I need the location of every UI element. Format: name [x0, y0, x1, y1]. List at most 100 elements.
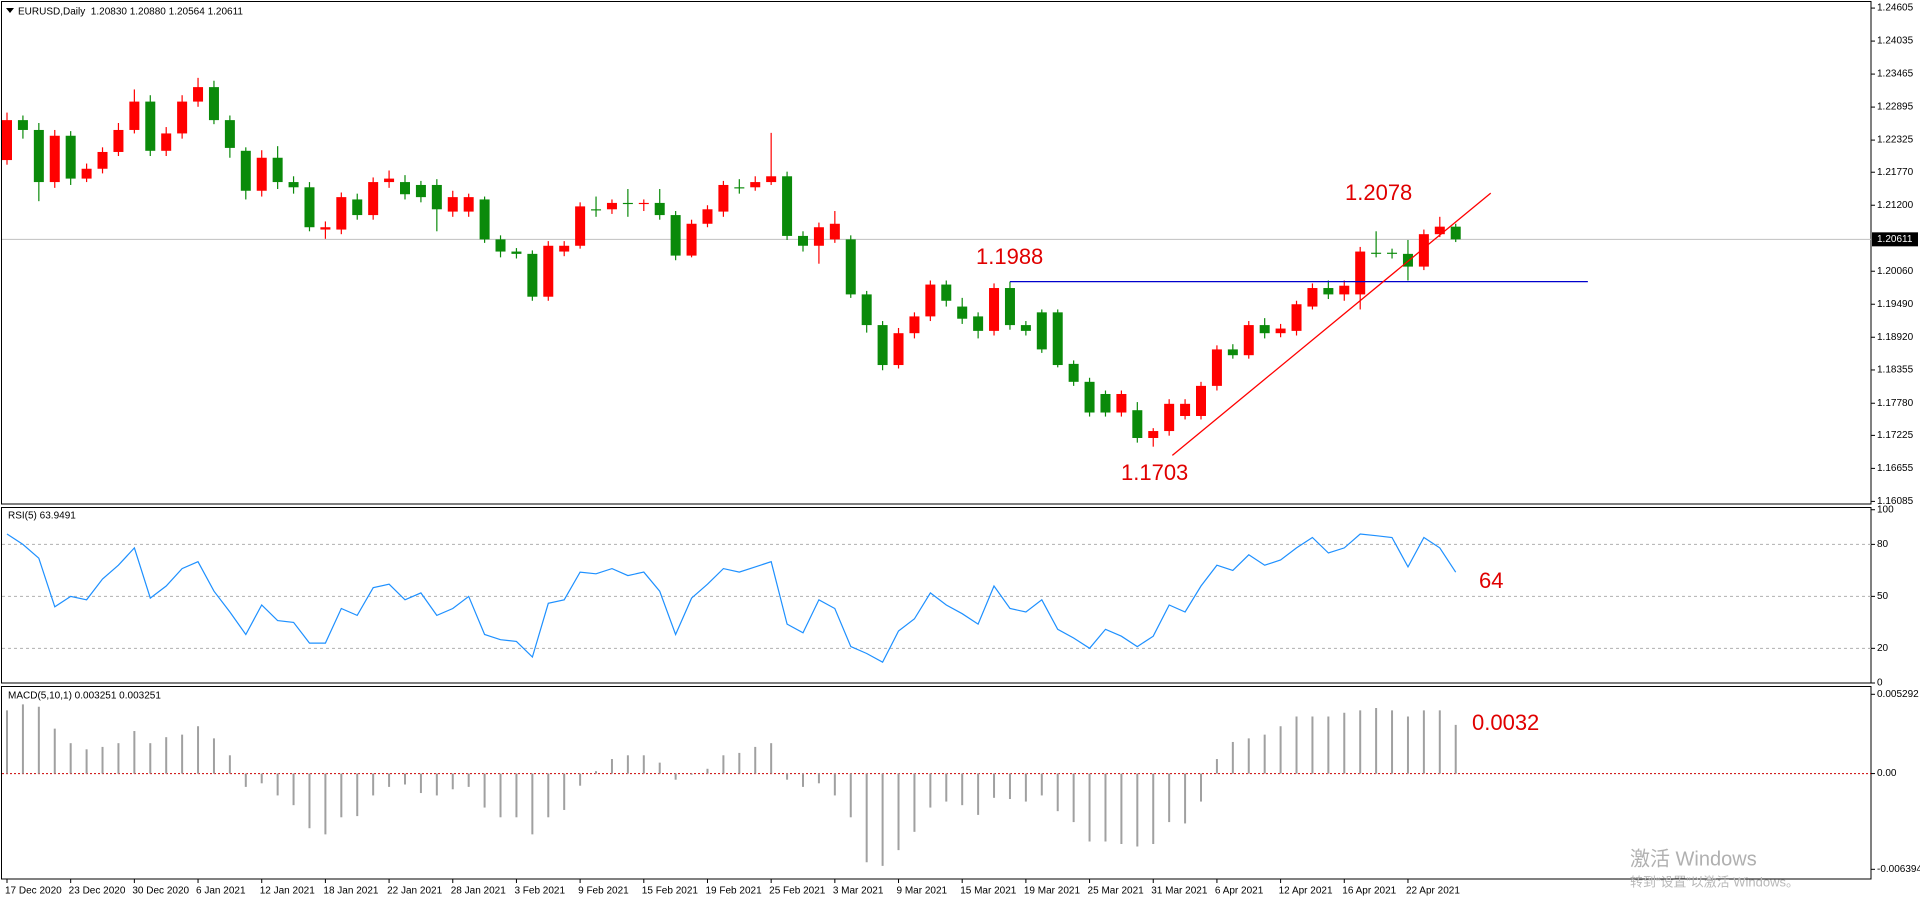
- y-tick-label: 80: [1877, 539, 1889, 550]
- main-title: EURUSD,Daily 1.20830 1.20880 1.20564 1.2…: [18, 7, 243, 18]
- candle-body: [1068, 363, 1079, 382]
- candle-body: [97, 151, 108, 169]
- x-tick-label: 25 Mar 2021: [1088, 886, 1145, 897]
- y-tick-label: 1.22895: [1877, 102, 1914, 113]
- x-tick-label: 23 Dec 2020: [69, 886, 126, 897]
- x-tick-label: 3 Mar 2021: [833, 886, 884, 897]
- candle-body: [638, 202, 649, 205]
- candle-body: [81, 168, 92, 179]
- x-tick-label: 30 Dec 2020: [132, 886, 189, 897]
- candle-body: [240, 150, 251, 191]
- candle-body: [543, 245, 554, 297]
- candle-body: [941, 284, 952, 301]
- candle-body: [798, 235, 808, 246]
- x-tick-label: 18 Jan 2021: [323, 886, 378, 897]
- macd-title: MACD(5,10,1) 0.003251 0.003251: [8, 691, 161, 702]
- rsi-title: RSI(5) 63.9491: [8, 511, 76, 522]
- candle-body: [1323, 288, 1334, 295]
- y-tick-label: 1.16655: [1877, 463, 1914, 474]
- candle-body: [336, 197, 347, 230]
- watermark: 转到“设置”以激活 Windows。: [1630, 874, 1799, 889]
- candle-body: [495, 239, 506, 252]
- last-price-tag: [1872, 232, 1918, 247]
- candle-body: [622, 202, 633, 205]
- main-pane-frame: [1, 1, 1872, 505]
- x-tick-label: 9 Mar 2021: [897, 886, 948, 897]
- candle-body: [877, 325, 888, 366]
- candle-body: [384, 178, 395, 183]
- y-tick-label: 1.17780: [1877, 398, 1914, 409]
- candle-body: [272, 157, 283, 183]
- x-tick-label: 31 Mar 2021: [1151, 886, 1208, 897]
- y-tick-label: 1.22325: [1877, 135, 1914, 146]
- x-tick-label: 28 Jan 2021: [451, 886, 506, 897]
- candle-body: [1275, 328, 1286, 334]
- candle-body: [1402, 253, 1413, 267]
- annotation: 64: [1479, 568, 1503, 593]
- candle-body: [17, 120, 28, 130]
- candle-body: [893, 333, 904, 366]
- macd-pane-frame: [1, 686, 1872, 880]
- candle-body: [829, 223, 840, 240]
- candle-body: [431, 184, 442, 210]
- y-tick-label: 1.21200: [1877, 200, 1914, 211]
- x-tick-label: 25 Feb 2021: [769, 886, 826, 897]
- y-tick-label: 1.20060: [1877, 266, 1914, 277]
- y-tick-label: 1.23465: [1877, 69, 1914, 80]
- candle-body: [224, 120, 235, 148]
- candle-body: [1100, 393, 1111, 413]
- candle-body: [33, 129, 44, 183]
- candle-body: [352, 199, 363, 216]
- x-tick-label: 22 Jan 2021: [387, 886, 442, 897]
- candle-body: [1227, 349, 1238, 356]
- candle-body: [1450, 226, 1461, 240]
- y-tick-label: 1.17225: [1877, 430, 1914, 441]
- candle-body: [65, 135, 76, 179]
- annotation: 1.1988: [976, 244, 1043, 269]
- candle-body: [1132, 410, 1143, 438]
- candle-body: [957, 306, 968, 319]
- candle-body: [1004, 288, 1015, 326]
- watermark: 激活 Windows: [1630, 847, 1757, 870]
- candle-body: [1036, 312, 1047, 350]
- candle-body: [256, 157, 267, 191]
- y-tick-label: 100: [1877, 504, 1894, 515]
- candle-body: [559, 245, 570, 252]
- candle-body: [511, 251, 522, 254]
- candle-body: [527, 253, 538, 297]
- candle-body: [1164, 403, 1175, 432]
- candle-body: [1307, 288, 1318, 307]
- rsi-line: [6, 533, 1457, 664]
- candle-body: [49, 135, 60, 183]
- candle-body: [909, 316, 920, 334]
- candle-body: [1387, 252, 1398, 254]
- annotation: 1.1703: [1121, 460, 1188, 485]
- candle-body: [304, 187, 315, 228]
- candle-body: [1339, 285, 1350, 295]
- candle-body: [1196, 385, 1206, 416]
- candle-body: [686, 223, 697, 256]
- candle-body: [718, 184, 729, 212]
- candle-body: [750, 182, 761, 188]
- x-tick-label: 3 Feb 2021: [514, 886, 565, 897]
- candle-body: [1020, 325, 1031, 331]
- y-tick-label: 0.00: [1877, 768, 1897, 779]
- candle-body: [813, 227, 824, 246]
- x-tick-label: 15 Feb 2021: [642, 886, 699, 897]
- candle-body: [161, 133, 172, 151]
- y-tick-label: 1.24035: [1877, 36, 1914, 47]
- candle-body: [654, 202, 665, 216]
- candle-body: [1434, 226, 1445, 235]
- y-tick-label: 1.18355: [1877, 365, 1914, 376]
- candle-body: [591, 209, 602, 211]
- candle-body: [861, 294, 872, 326]
- y-tick-label: 50: [1877, 591, 1889, 602]
- annotation: 0.0032: [1472, 710, 1539, 735]
- x-tick-label: 12 Apr 2021: [1279, 886, 1333, 897]
- y-tick-label: 0: [1877, 678, 1883, 689]
- candle-body: [288, 182, 299, 188]
- x-tick-label: 6 Apr 2021: [1215, 886, 1264, 897]
- candle-body: [1291, 304, 1302, 331]
